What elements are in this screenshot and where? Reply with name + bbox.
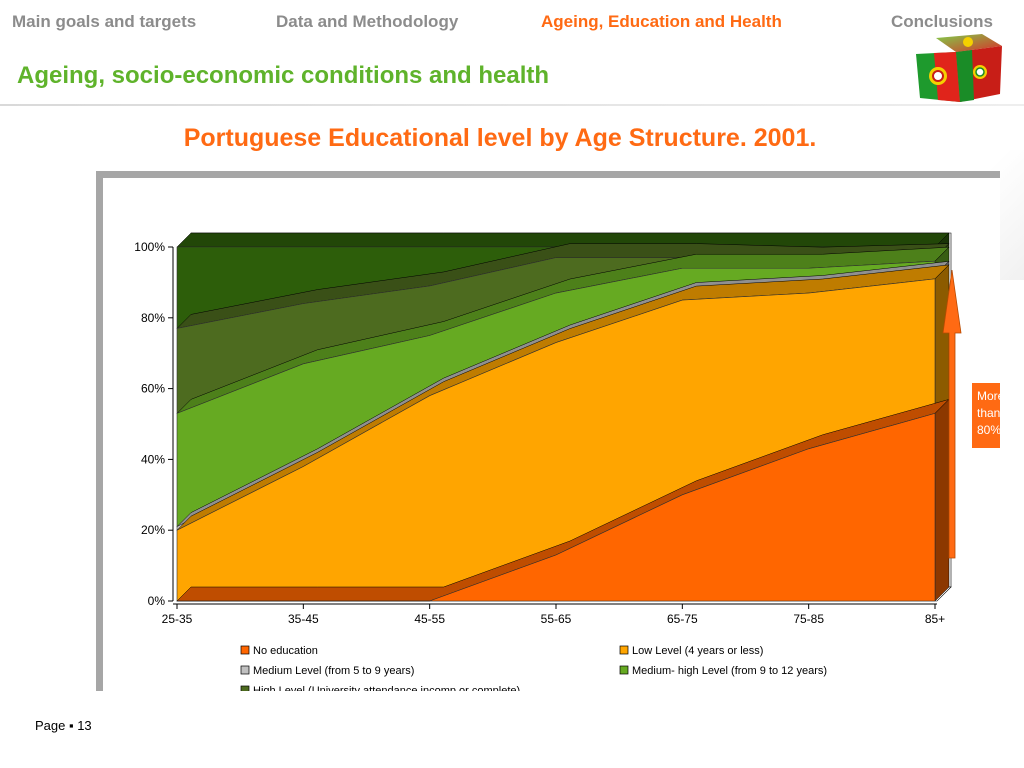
annotation-text: More [977,389,1000,403]
annotation-text: than [977,406,1000,420]
title-divider [0,104,1024,106]
legend-label: High Level (University attendance incomp… [253,685,520,691]
y-tick-label: 20% [141,523,165,537]
y-tick-label: 60% [141,382,165,396]
stacked-area-chart: 0% 20% 40% 60% 80% 100% 25-35 35-45 45-55 55-65 65… [134,232,1000,691]
legend-label: Low Level (4 years or less) [632,645,763,657]
area-series-group [176,232,952,602]
nav-main-goals[interactable]: Main goals and targets [12,12,197,31]
legend-swatch [240,665,250,675]
nav-data-methodology[interactable]: Data and Methodology [276,12,459,31]
legend-swatch [240,685,250,691]
x-tick-label: 85+ [925,612,945,626]
x-tick-label: 35-45 [288,612,319,626]
x-tick-label: 45-55 [414,612,445,626]
legend-swatch [240,645,250,655]
annotation-box [972,383,1000,448]
y-tick-label: 100% [134,240,165,254]
area-top-face [176,232,950,248]
nav-ageing-education-health[interactable]: Ageing, Education and Health [541,12,782,31]
legend-label: Medium Level (from 5 to 9 years) [253,665,414,677]
area-side-face [934,264,950,414]
chart-frame: 0% 20% 40% 60% 80% 100% 25-35 35-45 45-55 55-65 65… [96,171,1000,691]
x-tick-label: 25-35 [162,612,193,626]
legend-label: No education [253,645,318,657]
legend-swatch [619,665,629,675]
axes-group: 0% 20% 40% 60% 80% 100% 25-35 35-45 45-55 55-65 65… [134,240,945,626]
chart-heading: Portuguese Educational level by Age Stru… [183,124,817,152]
y-tick-label: 80% [141,311,165,325]
top-navigation: Main goals and targets Data and Methodol… [0,0,1024,48]
x-tick-label: 65-75 [667,612,698,626]
annotation-text: 80% [977,423,1000,437]
annotation-group: More than 80% [942,269,1000,559]
area-side-face [934,398,950,602]
x-tick-label: 55-65 [541,612,572,626]
legend-swatch [619,645,629,655]
x-tick-label: 75-85 [793,612,824,626]
up-arrow-icon [942,269,962,559]
page-number: Page ▪ 13 [35,718,92,733]
legend-label: Medium- high Level (from 9 to 12 years) [632,665,827,677]
chart-legend: No education Low Level (4 years or less) M… [240,645,827,691]
area-series [177,412,936,602]
page-title: Ageing, socio-economic conditions and he… [17,62,550,89]
y-tick-label: 40% [141,452,165,466]
nav-conclusions[interactable]: Conclusions [891,12,994,31]
y-tick-label: 0% [148,594,166,608]
portugal-flag-cube-icon [916,34,1002,102]
